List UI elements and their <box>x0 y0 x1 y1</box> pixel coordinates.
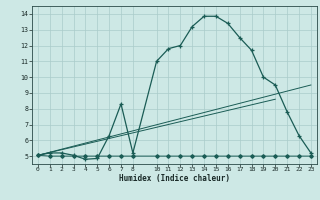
X-axis label: Humidex (Indice chaleur): Humidex (Indice chaleur) <box>119 174 230 183</box>
